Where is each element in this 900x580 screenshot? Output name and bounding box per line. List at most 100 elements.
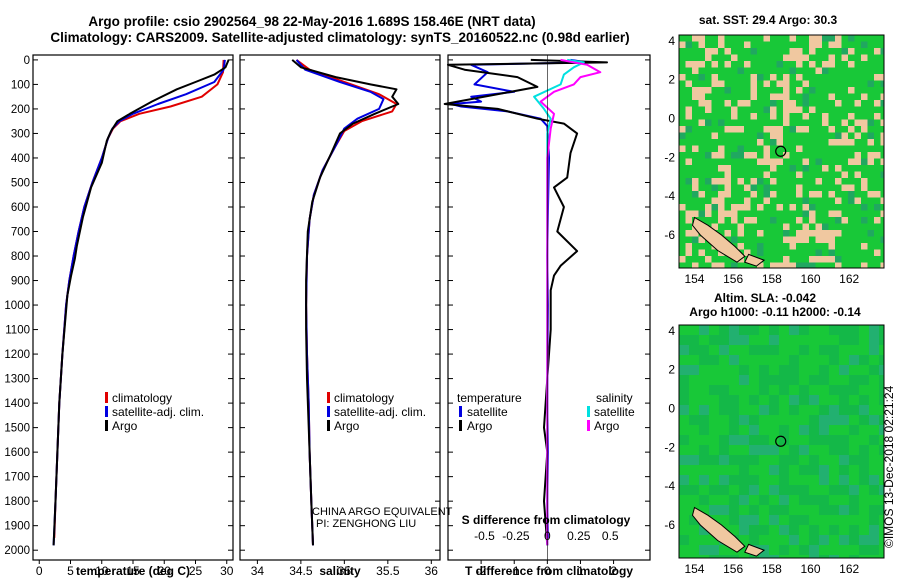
map-cell — [769, 445, 779, 455]
map-cell — [789, 35, 796, 42]
map-cell — [819, 495, 829, 505]
map-cell — [869, 515, 879, 525]
map-cell — [750, 93, 757, 100]
map-cell — [719, 325, 729, 335]
map-cell — [861, 243, 868, 250]
map-cell — [839, 535, 849, 545]
map-cell — [828, 35, 835, 42]
map-cell — [737, 178, 744, 185]
map-cell — [867, 80, 874, 87]
map-cell — [724, 184, 731, 191]
map-cell — [776, 262, 783, 268]
map-cell — [718, 35, 725, 42]
map-cell — [880, 262, 884, 268]
s-difference-label: S difference from climatology — [462, 513, 631, 527]
map-cell — [839, 335, 849, 345]
map-cell — [839, 365, 849, 375]
map-cell — [835, 139, 842, 146]
map-cell — [819, 405, 829, 415]
map-cell — [750, 178, 757, 185]
map-cell — [759, 435, 769, 445]
map-cell — [724, 191, 731, 198]
difference-plot: -2 -1 0 1 2T difference from climatology -0.5… — [443, 55, 650, 578]
map-cell — [718, 178, 725, 185]
map-cell — [699, 475, 709, 485]
map-cell — [750, 217, 757, 224]
map-cell — [705, 256, 712, 263]
map-cell — [839, 405, 849, 415]
map-cell — [779, 385, 789, 395]
map-cell — [718, 41, 725, 48]
credit-line1: CHINA ARGO EQUIVALENT — [312, 506, 453, 518]
x-axis-label: T difference from climatology — [465, 564, 633, 578]
map-cell — [692, 191, 699, 198]
map-cell — [779, 455, 789, 465]
sst-map: 154 156 158 160 162 4 2 0 -2 -4 -6 — [664, 34, 885, 286]
map-cell — [783, 87, 790, 94]
map-cell — [763, 158, 770, 165]
map-cell — [685, 61, 692, 68]
map-cell — [739, 335, 749, 345]
map-cell — [848, 126, 855, 133]
map-cell — [835, 262, 842, 268]
map-cell — [689, 515, 699, 525]
map-cell — [689, 365, 699, 375]
map-cell — [709, 355, 719, 365]
map-cell — [711, 223, 718, 230]
map-cell — [698, 100, 705, 107]
map-cell — [709, 555, 719, 558]
map-cell — [809, 555, 819, 558]
map-cell — [749, 475, 759, 485]
x-tick-label: 34.5 — [289, 564, 313, 578]
map-cell — [799, 485, 809, 495]
x-axis-label: salinity — [319, 564, 361, 578]
lat-tick-label: 0 — [668, 111, 675, 125]
map-cell — [750, 152, 757, 159]
map-cell — [835, 165, 842, 172]
map-cell — [729, 555, 739, 558]
map-cell — [867, 158, 874, 165]
map-cell — [874, 249, 881, 256]
map-cell — [802, 223, 809, 230]
map-cell — [679, 256, 686, 263]
map-cell — [729, 505, 739, 515]
map-cell — [829, 485, 839, 495]
legend-argo-label: Argo — [112, 419, 138, 433]
map-cell — [879, 375, 884, 385]
salinity-legend: climatology satellite-adj. clim. Argo — [327, 391, 426, 433]
map-cell — [799, 515, 809, 525]
map-cell — [759, 555, 769, 558]
depth-tick-label: 100 — [11, 79, 30, 91]
map-cell — [802, 165, 809, 172]
map-cell — [869, 415, 879, 425]
map-cell — [737, 223, 744, 230]
map-cell — [757, 132, 764, 139]
map-cell — [724, 210, 731, 217]
map-cell — [822, 165, 829, 172]
map-cell — [802, 93, 809, 100]
map-cell — [815, 256, 822, 263]
map-cell — [779, 425, 789, 435]
map-cell — [841, 119, 848, 126]
map-cell — [859, 465, 869, 475]
legend-satellite-swatch — [327, 406, 330, 417]
map-cell — [789, 67, 796, 74]
map-cell — [739, 415, 749, 425]
map-cell — [809, 35, 816, 42]
map-cell — [799, 425, 809, 435]
map-cell — [829, 345, 839, 355]
map-frame — [678, 34, 885, 269]
depth-tick-label: 1100 — [5, 325, 30, 337]
map-cell — [729, 395, 739, 405]
map-cell — [848, 48, 855, 55]
map-cell — [839, 445, 849, 455]
legend-argo-label: Argo — [334, 419, 360, 433]
map-cell — [769, 515, 779, 525]
map-cell — [874, 191, 881, 198]
map-cell — [692, 35, 699, 42]
map-cell — [849, 335, 859, 345]
legend-climatology-label: climatology — [334, 391, 394, 405]
map-cell — [789, 365, 799, 375]
map-cell — [802, 100, 809, 107]
map-cell — [835, 132, 842, 139]
